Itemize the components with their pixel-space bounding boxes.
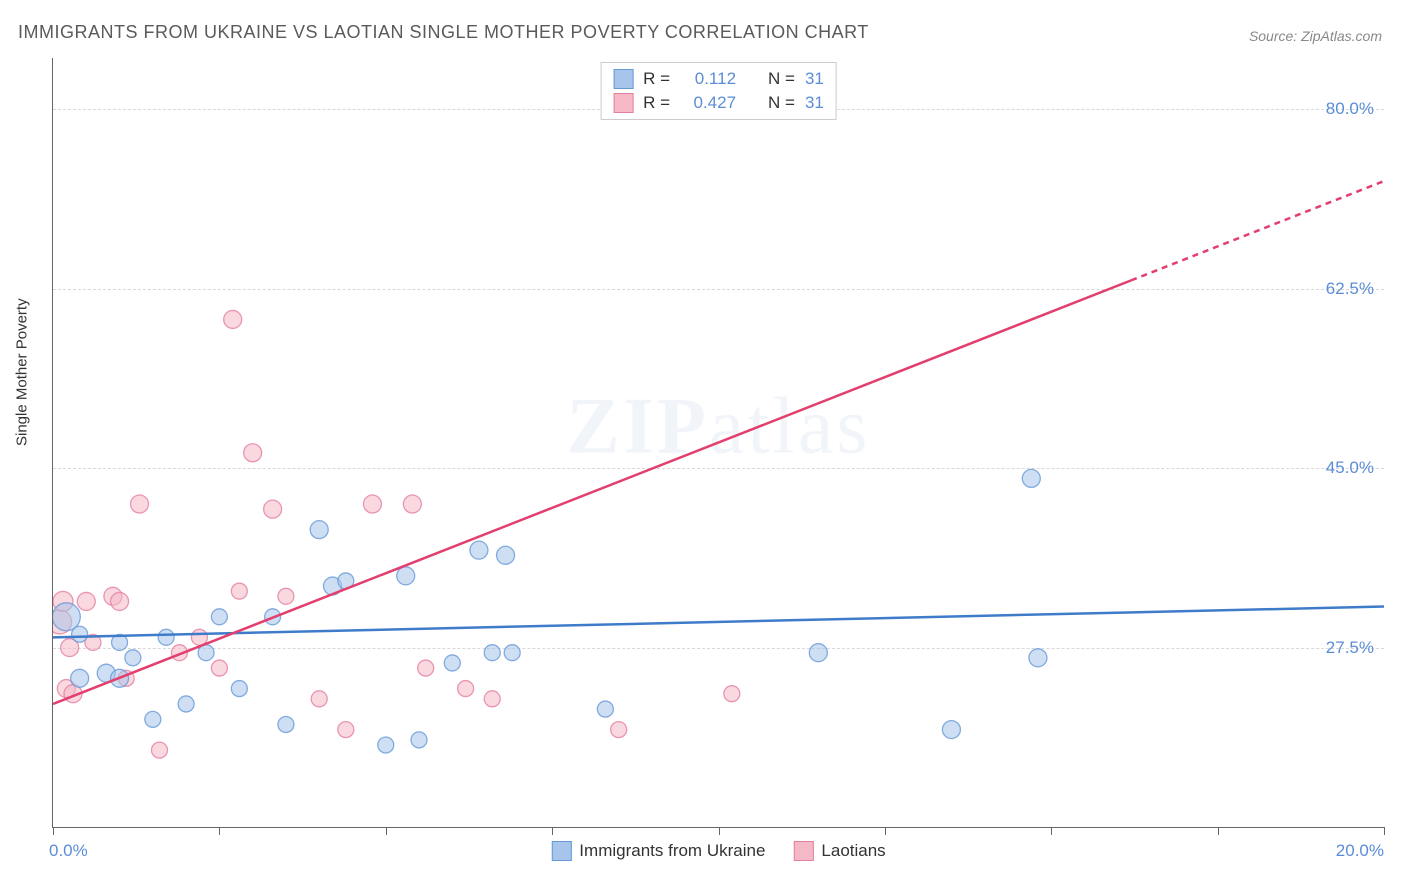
data-point (504, 645, 520, 661)
data-point (77, 592, 95, 610)
legend-row-laotians: R = 0.427 N = 31 (613, 91, 824, 115)
scatter-svg (53, 58, 1384, 827)
data-point (1022, 469, 1040, 487)
data-point (418, 660, 434, 676)
trend-line (53, 607, 1384, 638)
x-tick-label: 0.0% (49, 841, 88, 861)
data-point (211, 660, 227, 676)
data-point (403, 495, 421, 513)
data-point (158, 629, 174, 645)
data-point (809, 644, 827, 662)
data-point (497, 546, 515, 564)
r-label: R = (643, 69, 670, 89)
chart-title: IMMIGRANTS FROM UKRAINE VS LAOTIAN SINGL… (18, 22, 869, 43)
data-point (224, 310, 242, 328)
data-point (378, 737, 394, 753)
r-value-laotians: 0.427 (680, 93, 736, 113)
data-point (264, 500, 282, 518)
legend-label-laotians: Laotians (821, 841, 885, 861)
series-legend: Immigrants from Ukraine Laotians (551, 841, 885, 861)
data-point (72, 626, 88, 642)
data-point (111, 592, 129, 610)
r-value-ukraine: 0.112 (680, 69, 736, 89)
data-point (278, 588, 294, 604)
n-value-laotians: 31 (805, 93, 824, 113)
data-point (310, 521, 328, 539)
trend-line (1131, 181, 1384, 280)
data-point (470, 541, 488, 559)
y-axis-label: Single Mother Poverty (14, 298, 31, 446)
n-label: N = (768, 93, 795, 113)
data-point (484, 691, 500, 707)
data-point (231, 681, 247, 697)
n-label: N = (768, 69, 795, 89)
source-prefix: Source: (1249, 28, 1301, 44)
data-point (484, 645, 500, 661)
n-value-ukraine: 31 (805, 69, 824, 89)
data-point (363, 495, 381, 513)
swatch-laotians (793, 841, 813, 861)
plot-area: ZIPatlas R = 0.112 N = 31 R = 0.427 N = … (52, 58, 1384, 828)
x-tick-label: 20.0% (1336, 841, 1384, 861)
data-point (724, 686, 740, 702)
legend-row-ukraine: R = 0.112 N = 31 (613, 67, 824, 91)
data-point (244, 444, 262, 462)
x-tick (53, 827, 54, 835)
data-point (411, 732, 427, 748)
swatch-laotians (613, 93, 633, 113)
data-point (125, 650, 141, 666)
data-point (1029, 649, 1047, 667)
x-tick (885, 827, 886, 835)
trend-line (53, 280, 1131, 704)
source-name: ZipAtlas.com (1301, 28, 1382, 44)
data-point (151, 742, 167, 758)
swatch-ukraine (551, 841, 571, 861)
x-tick (1218, 827, 1219, 835)
correlation-legend: R = 0.112 N = 31 R = 0.427 N = 31 (600, 62, 837, 120)
r-label: R = (643, 93, 670, 113)
data-point (211, 609, 227, 625)
data-point (231, 583, 247, 599)
source-attribution: Source: ZipAtlas.com (1249, 28, 1382, 44)
data-point (397, 567, 415, 585)
data-point (942, 721, 960, 739)
data-point (458, 681, 474, 697)
data-point (444, 655, 460, 671)
legend-item-laotians: Laotians (793, 841, 885, 861)
data-point (311, 691, 327, 707)
x-tick (386, 827, 387, 835)
data-point (178, 696, 194, 712)
x-tick (1384, 827, 1385, 835)
data-point (71, 669, 89, 687)
x-tick (719, 827, 720, 835)
data-point (145, 711, 161, 727)
legend-label-ukraine: Immigrants from Ukraine (579, 841, 765, 861)
legend-item-ukraine: Immigrants from Ukraine (551, 841, 765, 861)
data-point (278, 716, 294, 732)
data-point (338, 722, 354, 738)
data-point (131, 495, 149, 513)
x-tick (1051, 827, 1052, 835)
data-point (597, 701, 613, 717)
swatch-ukraine (613, 69, 633, 89)
x-tick (552, 827, 553, 835)
x-tick (219, 827, 220, 835)
data-point (611, 722, 627, 738)
